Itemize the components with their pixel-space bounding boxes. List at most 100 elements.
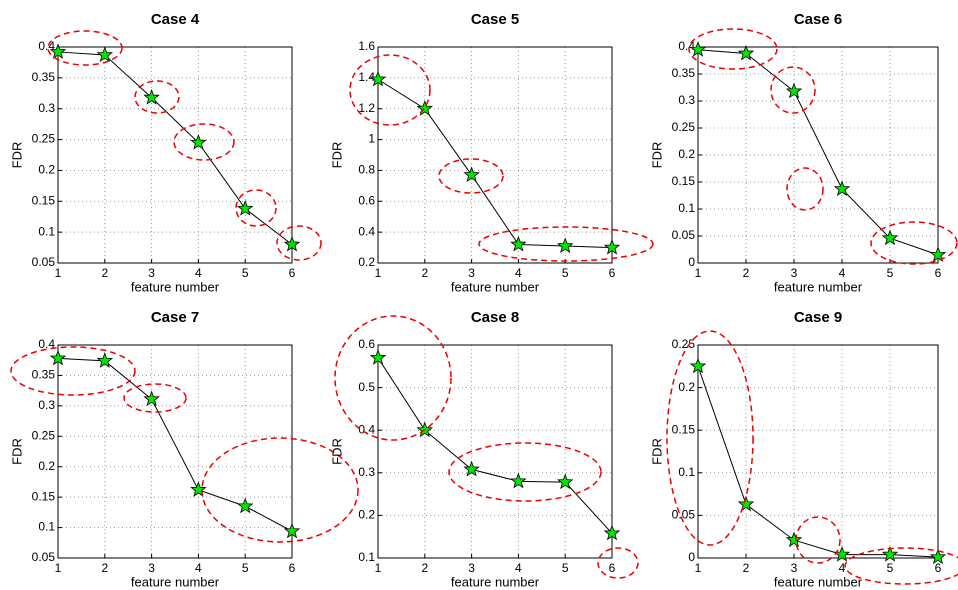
y-tick-label: 0.15 <box>672 174 696 188</box>
y-tick-label: 0.1 <box>678 465 695 479</box>
chart-title: Case 8 <box>471 309 519 326</box>
marker <box>737 44 755 61</box>
chart-title: Case 9 <box>794 309 842 326</box>
series-line <box>57 357 293 532</box>
x-tick-label: 4 <box>195 561 202 575</box>
marker <box>603 238 621 255</box>
y-tick-label: 1 <box>368 132 375 146</box>
x-tick-label: 6 <box>289 266 296 280</box>
x-tick-label: 5 <box>887 561 894 575</box>
y-tick-label: 1.6 <box>358 39 375 53</box>
x-tick-label: 5 <box>242 561 249 575</box>
highlight-ellipse <box>870 221 958 265</box>
highlight-ellipse <box>688 28 778 70</box>
marker <box>369 349 387 365</box>
x-axis-label: feature number <box>451 574 540 589</box>
axes-box <box>57 344 293 559</box>
y-tick-label: 0.15 <box>32 193 56 207</box>
marker <box>463 460 480 477</box>
x-tick-label: 3 <box>791 266 798 280</box>
series-line <box>697 49 939 256</box>
y-tick-label: 0.35 <box>32 70 56 84</box>
highlight-ellipse <box>47 30 123 66</box>
marker <box>143 88 160 105</box>
x-tick-label: 3 <box>468 561 475 575</box>
chart-title: Case 7 <box>151 309 199 326</box>
y-axis-label: FDR <box>9 142 24 169</box>
y-tick-label: 0.1 <box>38 520 55 534</box>
y-tick-label: 0.3 <box>38 101 55 115</box>
axes-box <box>697 344 939 559</box>
x-tick-label: 3 <box>791 561 798 575</box>
x-tick-label: 1 <box>375 266 382 280</box>
marker <box>49 349 67 366</box>
chart-title: Case 6 <box>794 11 842 28</box>
marker <box>283 522 301 539</box>
highlight-ellipse <box>448 442 602 502</box>
plot-area <box>378 345 612 558</box>
y-tick-label: 0.25 <box>32 132 56 146</box>
y-tick-label: 0 <box>688 255 695 269</box>
series-line <box>377 78 613 249</box>
x-tick-label: 2 <box>101 561 108 575</box>
highlight-ellipse <box>770 66 816 114</box>
y-tick-label: 0.05 <box>32 550 56 564</box>
marker <box>833 180 851 197</box>
axes-box <box>57 46 293 264</box>
x-tick-label: 2 <box>421 561 428 575</box>
y-tick-label: 0.5 <box>358 380 375 394</box>
x-tick-label: 3 <box>148 266 155 280</box>
chart-title: Case 5 <box>471 11 519 28</box>
x-tick-label: 2 <box>421 266 428 280</box>
y-tick-label: 1.2 <box>358 101 375 115</box>
highlight-ellipse <box>123 383 187 413</box>
marker <box>369 70 387 87</box>
x-tick-label: 5 <box>242 266 249 280</box>
marker <box>49 43 67 59</box>
y-tick-label: 0.4 <box>38 337 55 351</box>
marker <box>510 472 527 489</box>
highlight-ellipse <box>844 547 958 585</box>
x-axis-label: feature number <box>131 574 220 589</box>
marker <box>785 82 803 99</box>
x-tick-label: 4 <box>515 561 522 575</box>
x-axis-label: feature number <box>774 279 863 294</box>
highlight-ellipse <box>10 346 136 396</box>
y-tick-label: 0.25 <box>672 120 696 134</box>
y-tick-label: 0.1 <box>678 201 695 215</box>
plot-area <box>698 345 938 558</box>
x-tick-label: 1 <box>695 561 702 575</box>
y-tick-label: 0.2 <box>678 380 695 394</box>
x-tick-label: 3 <box>148 561 155 575</box>
marker <box>96 46 114 63</box>
marker <box>929 246 947 262</box>
y-tick-label: 0.35 <box>672 66 696 80</box>
y-tick-label: 0.25 <box>32 428 56 442</box>
series-line <box>377 357 613 534</box>
y-tick-label: 0.8 <box>358 163 375 177</box>
x-tick-label: 6 <box>935 561 942 575</box>
y-tick-label: 0.1 <box>38 224 55 238</box>
y-axis-label: FDR <box>329 142 344 169</box>
marker <box>881 545 899 562</box>
y-tick-label: 0.2 <box>358 255 375 269</box>
x-tick-label: 6 <box>935 266 942 280</box>
plot-area <box>58 47 292 263</box>
marker <box>881 229 899 246</box>
x-tick-label: 2 <box>743 561 750 575</box>
marker <box>929 548 947 565</box>
highlight-ellipse <box>349 54 431 126</box>
plot-area <box>58 345 292 558</box>
y-tick-label: 0.4 <box>358 422 375 436</box>
highlight-ellipse <box>201 437 359 543</box>
marker <box>416 100 434 116</box>
y-axis-label: FDR <box>649 438 664 465</box>
y-tick-label: 0.15 <box>672 422 696 436</box>
y-tick-label: 0.2 <box>38 459 55 473</box>
marker <box>236 497 254 514</box>
highlight-ellipse <box>235 189 277 227</box>
y-tick-label: 0.4 <box>358 224 375 238</box>
y-tick-label: 0.3 <box>678 93 695 107</box>
